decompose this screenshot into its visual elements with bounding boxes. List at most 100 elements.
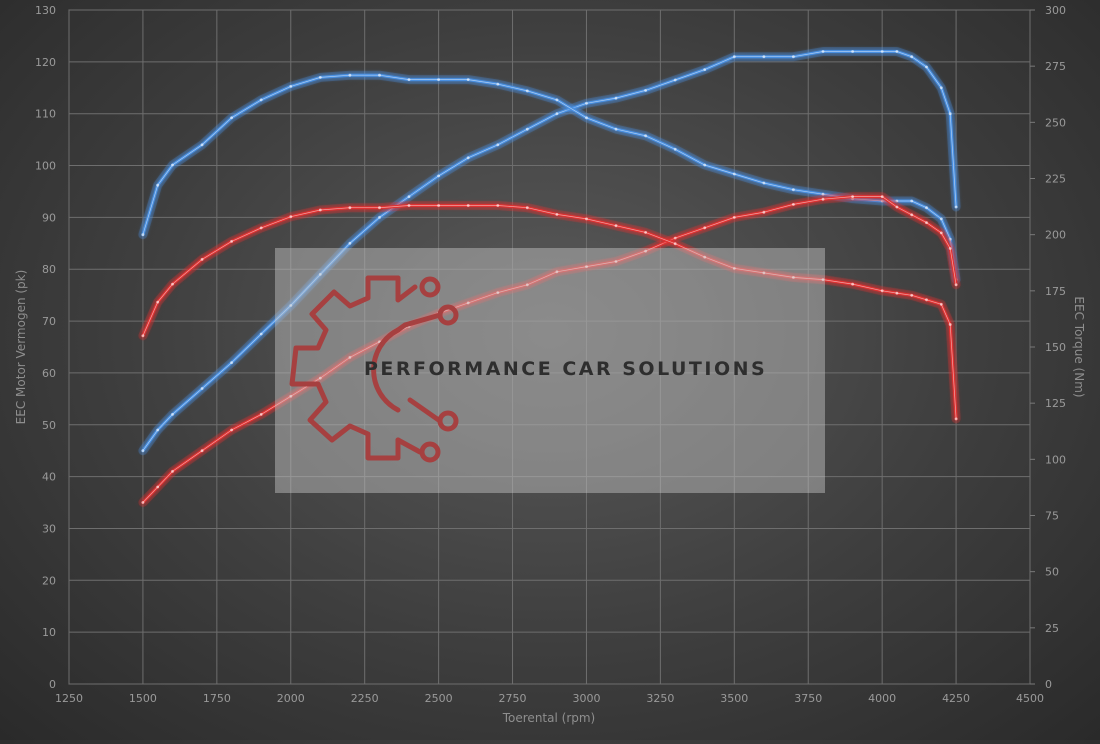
- series-point: [954, 283, 958, 287]
- gear-arc: [371, 327, 401, 413]
- x-tick-label: 2750: [499, 692, 527, 705]
- series-4: [138, 201, 961, 424]
- series-point: [673, 242, 677, 246]
- y-axis-left-ticks: 0 10 20 30 40 50 60 70 80 90 100 110 120 130: [35, 4, 56, 691]
- series-point: [466, 204, 470, 207]
- series-point: [318, 273, 322, 276]
- y-axis-right-ticks: 0 25 50 75 100 125 150 175 200 225 250 275 300: [1030, 4, 1066, 691]
- series-point: [585, 217, 588, 221]
- series-point: [585, 101, 588, 105]
- series-point: [954, 205, 958, 209]
- x-tick-label: 2250: [351, 692, 379, 705]
- series-point: [895, 199, 899, 203]
- series-point: [762, 210, 766, 214]
- grid-lines: [68, 9, 1031, 685]
- y-axis-right-title: EEC Torque (Nm): [1072, 296, 1086, 397]
- series-point: [378, 216, 381, 219]
- series-point: [925, 206, 928, 210]
- series-point: [948, 112, 952, 116]
- series-point: [939, 217, 943, 221]
- series-point: [851, 282, 854, 286]
- circuit-node-3: [437, 410, 459, 432]
- y-right-tick-label: 150: [1045, 341, 1066, 354]
- y-left-tick-label: 110: [35, 108, 56, 121]
- series-point: [673, 147, 677, 151]
- series-point: [939, 231, 943, 235]
- series-point: [614, 224, 618, 228]
- series-point: [703, 255, 707, 259]
- x-tick-label: 3250: [646, 692, 674, 705]
- series-point: [851, 195, 854, 199]
- series-point: [200, 449, 204, 453]
- series-point: [156, 183, 160, 187]
- series-point: [525, 89, 529, 93]
- series-point: [156, 485, 160, 489]
- series-point: [792, 188, 795, 192]
- series-point: [200, 258, 204, 261]
- series-point: [496, 204, 500, 207]
- x-tick-label: 3750: [794, 692, 822, 705]
- x-tick-label: 3500: [720, 692, 748, 705]
- y-left-tick-label: 10: [42, 626, 56, 639]
- series-point: [200, 143, 204, 147]
- series-point: [378, 73, 381, 77]
- series-point: [585, 116, 588, 120]
- y-left-tick-label: 120: [35, 56, 56, 69]
- series-point: [644, 249, 647, 253]
- series-2: [138, 70, 961, 285]
- series-point: [821, 197, 825, 201]
- y-right-tick-label: 225: [1045, 173, 1066, 186]
- series-point: [673, 236, 677, 240]
- series-point: [895, 50, 899, 53]
- series-point: [437, 78, 440, 81]
- series-point: [614, 260, 618, 263]
- series-point: [644, 231, 647, 234]
- series-point: [821, 50, 825, 53]
- x-axis-title: Toerental (rpm): [502, 711, 595, 725]
- series-point: [925, 221, 928, 225]
- series-point: [673, 78, 677, 82]
- circuit-lines-icon: [395, 275, 443, 455]
- series-point: [895, 205, 899, 209]
- x-tick-label: 1500: [129, 692, 157, 705]
- series-point: [156, 300, 160, 304]
- series-point: [466, 78, 470, 81]
- series-point: [880, 50, 884, 53]
- series-point: [948, 237, 952, 241]
- series-point: [703, 226, 707, 230]
- series-point: [348, 206, 352, 210]
- series-point: [289, 394, 293, 398]
- x-tick-label: 1750: [203, 692, 231, 705]
- x-axis-ticks: 1250 1500 1750 2000 2250 2500 2750 3000 3250 3500…: [55, 692, 1044, 705]
- series-point: [318, 376, 322, 380]
- series-point: [555, 270, 559, 274]
- series-point: [171, 163, 174, 167]
- series-point: [644, 89, 647, 92]
- series-point: [378, 206, 381, 210]
- series-point: [910, 293, 914, 297]
- series-point: [230, 116, 234, 120]
- series-point: [703, 163, 707, 167]
- series-point: [200, 387, 204, 390]
- series-point: [644, 134, 647, 138]
- series-point: [948, 323, 952, 326]
- y-left-tick-label: 60: [42, 367, 56, 380]
- series-point: [925, 65, 928, 69]
- circuit-node-2: [437, 304, 459, 326]
- series-point: [348, 356, 352, 359]
- y-right-tick-label: 300: [1045, 4, 1066, 17]
- series-point: [230, 361, 234, 364]
- series-point: [732, 55, 736, 59]
- series-point: [555, 213, 559, 216]
- y-axis-left-title: EEC Motor Vermogen (pk): [14, 270, 28, 425]
- gear-icon: [289, 275, 401, 461]
- series-point: [910, 55, 914, 59]
- series-point: [939, 86, 943, 90]
- series-point: [585, 265, 588, 268]
- series-point: [259, 226, 263, 230]
- series-point: [895, 291, 899, 295]
- y-right-tick-label: 75: [1045, 510, 1059, 523]
- series-point: [496, 291, 500, 294]
- series-point: [525, 206, 529, 210]
